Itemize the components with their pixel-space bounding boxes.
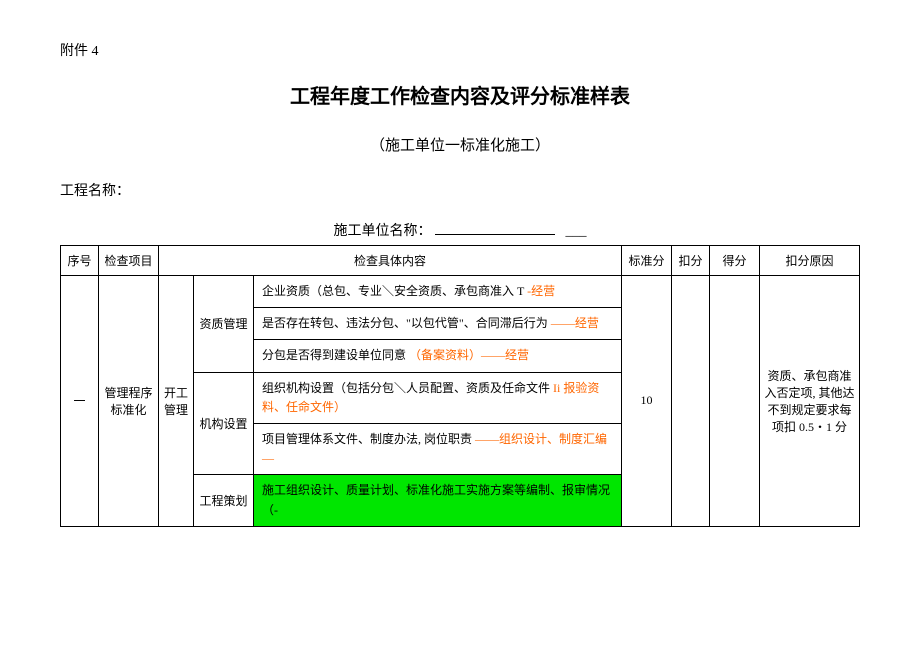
text-2b: 项目管理体系文件、制度办法, 岗位职责 (262, 432, 472, 446)
attachment-label: 附件 4 (60, 40, 860, 60)
cell-sub1: 开工管理 (159, 276, 194, 527)
cell-score (710, 276, 760, 527)
text-1b: 是否存在转包、违法分包、"以包代管"、合同滞后行为 (262, 316, 548, 330)
cell-content-2a: 组织机构设置（包括分包＼人员配置、资质及任命文件 Ii 报验资料、任命文件） (254, 372, 622, 423)
cell-stdscore: 10 (622, 276, 672, 527)
unit-name-row: 施工单位名称： ___ (60, 220, 860, 240)
project-name-label: 工程名称： (60, 180, 860, 200)
cell-seq: 一 (61, 276, 99, 527)
text-1a-orange: -经营 (527, 284, 555, 298)
table-row: 一 管理程序标准化 开工管理 资质管理 企业资质（总包、专业＼安全资质、承包商准… (61, 276, 860, 308)
cell-cat1: 资质管理 (194, 276, 254, 373)
text-1b-orange: ——经营 (551, 316, 599, 330)
th-content: 检查具体内容 (159, 246, 622, 276)
cell-content-1b: 是否存在转包、违法分包、"以包代管"、合同滞后行为 ——经营 (254, 308, 622, 340)
cell-cat2: 机构设置 (194, 372, 254, 475)
table-header-row: 序号 检查项目 检查具体内容 标准分 扣分 得分 扣分原因 (61, 246, 860, 276)
th-score: 得分 (710, 246, 760, 276)
cell-content-2b: 项目管理体系文件、制度办法, 岗位职责 ——组织设计、制度汇编— (254, 423, 622, 474)
unit-name-label: 施工单位名称： (334, 224, 432, 239)
cell-reason: 资质、承包商准入否定项, 其他达不到规定要求每项扣 0.5・1 分 (760, 276, 860, 527)
th-reason: 扣分原因 (760, 246, 860, 276)
th-seq: 序号 (61, 246, 99, 276)
scoring-table: 序号 检查项目 检查具体内容 标准分 扣分 得分 扣分原因 一 管理程序标准化 … (60, 245, 860, 527)
text-3a: 施工组织设计、质量计划、标准化施工实施方案等编制、报审情况（- (262, 483, 610, 516)
cell-item: 管理程序标准化 (99, 276, 159, 527)
text-1a: 企业资质（总包、专业＼安全资质、承包商准入 T (262, 284, 524, 298)
text-1c-orange: （备案资料）——经营 (409, 348, 529, 362)
cell-cat3: 工程策划 (194, 475, 254, 526)
page-subtitle: （施工单位一标准化施工） (60, 134, 860, 155)
text-1c: 分包是否得到建设单位同意 (262, 348, 406, 362)
cell-content-1c: 分包是否得到建设单位同意 （备案资料）——经营 (254, 340, 622, 372)
cell-content-3a: 施工组织设计、质量计划、标准化施工实施方案等编制、报审情况（- (254, 475, 622, 526)
th-deduct: 扣分 (672, 246, 710, 276)
text-2a: 组织机构设置（包括分包＼人员配置、资质及任命文件 (262, 381, 550, 395)
page-title: 工程年度工作检查内容及评分标准样表 (60, 80, 860, 109)
th-item: 检查项目 (99, 246, 159, 276)
th-stdscore: 标准分 (622, 246, 672, 276)
cell-content-1a: 企业资质（总包、专业＼安全资质、承包商准入 T -经营 (254, 276, 622, 308)
unit-name-blank (435, 221, 555, 235)
unit-name-blank-gap: ___ (559, 224, 587, 239)
cell-deduct (672, 276, 710, 527)
